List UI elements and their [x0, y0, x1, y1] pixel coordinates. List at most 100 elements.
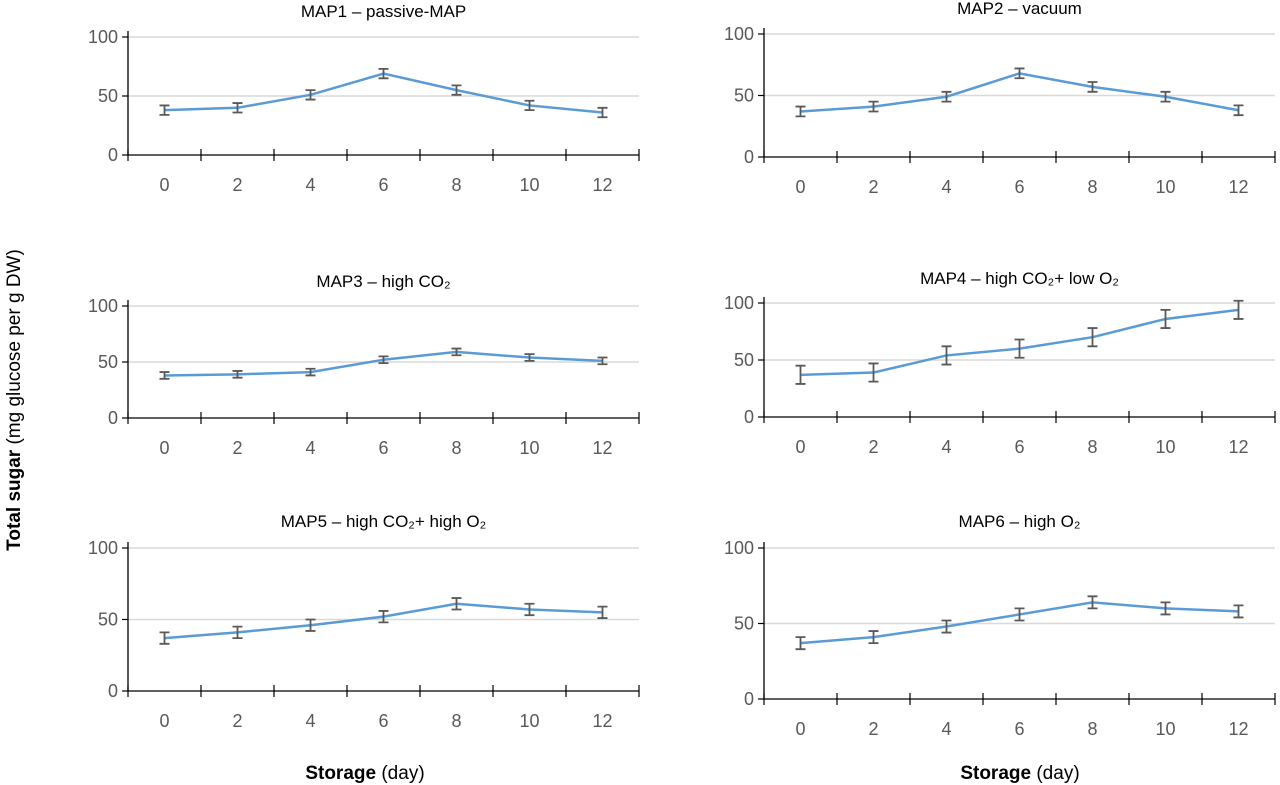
- y-tick-label: 50: [98, 86, 118, 106]
- error-bar: [378, 610, 389, 624]
- x-tick-label: 8: [451, 438, 461, 458]
- error-bar: [941, 619, 952, 634]
- x-tick-label: 4: [941, 177, 951, 197]
- error-bar: [1233, 299, 1244, 320]
- x-tick-label: 6: [1014, 719, 1024, 739]
- x-tick-label: 8: [451, 711, 461, 731]
- x-tick-label: 12: [1228, 719, 1248, 739]
- error-bar: [1160, 601, 1171, 616]
- error-bar: [524, 99, 535, 112]
- error-bar: [795, 636, 806, 651]
- x-tick-label: 6: [378, 438, 388, 458]
- error-bar: [597, 106, 608, 119]
- error-bar: [451, 597, 462, 611]
- x-tick-label: 12: [592, 438, 612, 458]
- x-tick-label: 12: [1228, 437, 1248, 457]
- y-tick-label: 100: [88, 27, 118, 47]
- error-bar: [451, 347, 462, 357]
- x-tick-label: 8: [1087, 719, 1097, 739]
- y-tick-label: 100: [724, 293, 754, 313]
- panel-title: MAP1 – passive-MAP: [301, 2, 466, 21]
- error-bar: [232, 102, 243, 114]
- y-tick-label: 100: [724, 24, 754, 44]
- error-bar: [868, 362, 879, 383]
- error-bar: [378, 67, 389, 80]
- y-tick-label: 100: [724, 538, 754, 558]
- error-bar: [597, 356, 608, 366]
- x-tick-label: 8: [1087, 437, 1097, 457]
- y-tick-label: 0: [744, 147, 754, 167]
- x-tick-label: 4: [305, 438, 315, 458]
- error-bar: [232, 625, 243, 639]
- error-bar: [795, 364, 806, 385]
- panel-title: MAP3 – high CO₂: [316, 272, 450, 291]
- x-tick-label: 2: [232, 438, 242, 458]
- error-bar: [1014, 338, 1025, 359]
- x-tick-label: 12: [592, 711, 612, 731]
- error-bar: [1087, 595, 1098, 610]
- panel-title: MAP2 – vacuum: [957, 0, 1082, 18]
- error-bar: [524, 353, 535, 362]
- x-tick-label: 10: [519, 175, 539, 195]
- y-tick-label: 0: [744, 689, 754, 709]
- x-tick-label: 4: [305, 175, 315, 195]
- panel-title: MAP6 – high O₂: [959, 512, 1081, 531]
- x-tick-label: 2: [232, 711, 242, 731]
- y-tick-label: 50: [734, 86, 754, 106]
- x-tick-label: 0: [795, 177, 805, 197]
- x-tick-label: 6: [378, 175, 388, 195]
- error-bar: [451, 84, 462, 96]
- x-tick-label: 2: [868, 719, 878, 739]
- x-tick-label: 6: [1014, 437, 1024, 457]
- error-bar: [795, 105, 806, 118]
- error-bar: [305, 618, 316, 632]
- x-tick-label: 10: [1155, 437, 1175, 457]
- y-tick-label: 50: [734, 350, 754, 370]
- x-axis-label-left: Storage (day): [305, 763, 424, 784]
- error-bar: [159, 371, 170, 380]
- error-bar: [159, 631, 170, 645]
- error-bar: [1160, 90, 1171, 103]
- x-tick-label: 12: [1228, 177, 1248, 197]
- error-bar: [232, 370, 243, 379]
- x-tick-label: 10: [519, 711, 539, 731]
- error-bar: [1160, 308, 1171, 329]
- panel-title: MAP4 – high CO₂+ low O₂: [920, 269, 1119, 288]
- x-tick-label: 6: [1014, 177, 1024, 197]
- x-tick-label: 0: [795, 437, 805, 457]
- x-tick-label: 4: [941, 719, 951, 739]
- y-tick-label: 0: [108, 681, 118, 701]
- x-tick-label: 4: [305, 711, 315, 731]
- x-tick-label: 8: [451, 175, 461, 195]
- x-tick-label: 8: [1087, 177, 1097, 197]
- error-bar: [524, 602, 535, 617]
- x-tick-label: 0: [159, 711, 169, 731]
- y-tick-label: 0: [108, 145, 118, 165]
- panel-title: MAP5 – high CO₂+ high O₂: [281, 512, 487, 531]
- error-bar: [305, 367, 316, 377]
- x-tick-label: 6: [378, 711, 388, 731]
- series-line: [164, 72, 603, 114]
- y-tick-label: 0: [108, 408, 118, 428]
- error-bar: [1014, 607, 1025, 622]
- y-tick-label: 50: [98, 352, 118, 372]
- x-tick-label: 12: [592, 175, 612, 195]
- x-tick-label: 10: [1155, 719, 1175, 739]
- x-tick-label: 2: [868, 437, 878, 457]
- x-tick-label: 10: [519, 438, 539, 458]
- error-bar: [305, 89, 316, 101]
- x-tick-label: 0: [159, 438, 169, 458]
- error-bar: [1087, 327, 1098, 348]
- y-tick-label: 50: [98, 610, 118, 630]
- x-axis-label-right: Storage (day): [960, 763, 1079, 784]
- error-bar: [378, 355, 389, 365]
- x-tick-label: 0: [159, 175, 169, 195]
- error-bar: [941, 345, 952, 366]
- error-bar: [1087, 81, 1098, 93]
- y-tick-label: 100: [88, 296, 118, 316]
- error-bar: [941, 90, 952, 103]
- error-bar: [1014, 67, 1025, 80]
- error-bar: [1233, 604, 1244, 619]
- y-axis-label: Total sugar (mg glucose per g DW): [4, 249, 25, 551]
